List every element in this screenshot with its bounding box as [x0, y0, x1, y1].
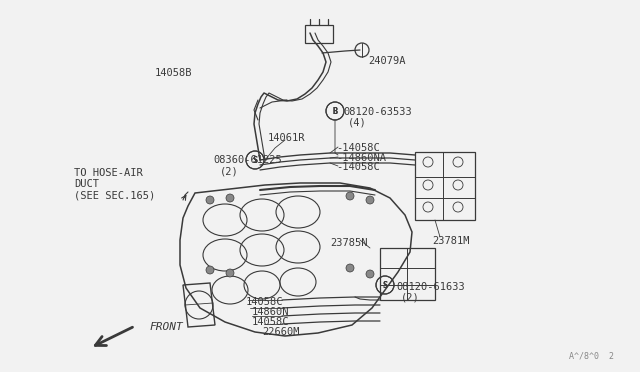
Text: B: B [333, 106, 337, 115]
Text: 23785N: 23785N [330, 238, 367, 248]
Text: (2): (2) [220, 166, 239, 176]
Text: 08120-61633: 08120-61633 [396, 282, 465, 292]
Text: FRONT: FRONT [150, 322, 184, 332]
Text: 24079A: 24079A [368, 56, 406, 66]
Text: 08120-63533: 08120-63533 [343, 107, 412, 117]
Text: A^/8^0  2: A^/8^0 2 [570, 352, 614, 361]
Ellipse shape [226, 269, 234, 277]
Text: B: B [333, 106, 337, 115]
Ellipse shape [206, 196, 214, 204]
Text: S: S [253, 155, 257, 164]
Text: (2): (2) [401, 293, 420, 303]
Text: TO HOSE-AIR: TO HOSE-AIR [74, 168, 143, 178]
Ellipse shape [206, 266, 214, 274]
Text: -14058C: -14058C [336, 143, 380, 153]
Text: DUCT: DUCT [74, 179, 99, 189]
Text: S: S [383, 280, 387, 289]
Text: 14061R: 14061R [268, 133, 305, 143]
Ellipse shape [366, 196, 374, 204]
Text: -14058C: -14058C [336, 162, 380, 172]
Ellipse shape [346, 264, 354, 272]
Text: 14860N: 14860N [252, 307, 289, 317]
Text: 23781M: 23781M [432, 236, 470, 246]
Text: S: S [253, 155, 257, 164]
Text: 14058B: 14058B [155, 68, 193, 78]
Text: -14860NA: -14860NA [336, 153, 386, 163]
Ellipse shape [346, 192, 354, 200]
Text: 14058C: 14058C [246, 297, 284, 307]
Text: S: S [383, 280, 387, 289]
Ellipse shape [226, 194, 234, 202]
Text: 22660M: 22660M [262, 327, 300, 337]
Text: 14058C: 14058C [252, 317, 289, 327]
Text: 08360-61225: 08360-61225 [213, 155, 282, 165]
Text: (SEE SEC.165): (SEE SEC.165) [74, 190, 156, 200]
Text: (4): (4) [348, 118, 367, 128]
Ellipse shape [366, 270, 374, 278]
